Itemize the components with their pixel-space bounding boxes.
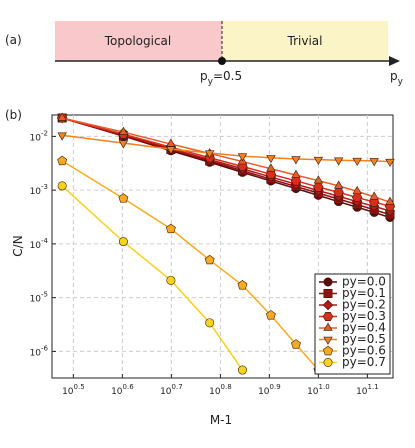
transition-label: py=0.5 xyxy=(200,69,242,87)
data-point xyxy=(313,182,324,192)
legend-marker xyxy=(323,277,333,287)
axis-label: py xyxy=(390,69,404,87)
data-point xyxy=(118,237,128,247)
x-axis-label: M-1 xyxy=(210,413,232,427)
data-point xyxy=(57,132,67,141)
data-point xyxy=(118,126,129,135)
data-point xyxy=(352,157,362,167)
panel-label: (a) xyxy=(5,33,22,47)
transition-point xyxy=(218,57,226,65)
data-point xyxy=(266,155,276,164)
legend-marker xyxy=(323,357,333,367)
x-tick-label: 100.9 xyxy=(258,383,281,397)
arrow-head xyxy=(389,56,400,66)
region-label: Trivial xyxy=(287,34,323,48)
data-point xyxy=(333,157,344,166)
data-point xyxy=(237,153,248,162)
y-tick-label: 10-3 xyxy=(30,183,48,197)
data-point xyxy=(118,193,129,203)
data-point xyxy=(57,112,67,121)
data-point xyxy=(385,196,395,205)
data-point xyxy=(369,191,379,200)
legend-label: py=0.1 xyxy=(342,286,386,300)
data-point xyxy=(352,185,362,195)
panel-label: (b) xyxy=(5,108,22,122)
data-point xyxy=(369,158,379,167)
legend-marker xyxy=(322,312,334,321)
legend-label: py=0.6 xyxy=(342,344,386,358)
y-tick-label: 10-2 xyxy=(30,129,48,143)
data-point xyxy=(57,155,68,166)
x-tick-label: 100.5 xyxy=(62,383,85,397)
legend-marker xyxy=(323,345,333,356)
y-tick-label: 10-4 xyxy=(30,237,49,251)
data-point xyxy=(205,318,215,328)
data-point xyxy=(313,156,324,166)
x-tick-label: 100.6 xyxy=(111,383,134,397)
legend-label: py=0.5 xyxy=(342,332,386,346)
legend-label: py=0.2 xyxy=(342,298,386,312)
legend-label: py=0.3 xyxy=(342,309,386,323)
topological-region xyxy=(55,21,222,61)
data-point xyxy=(166,146,176,155)
x-tick-label: 101.1 xyxy=(356,383,379,397)
legend-marker xyxy=(323,288,333,298)
data-point xyxy=(333,187,344,197)
legend-label: py=0.4 xyxy=(342,321,386,335)
x-tick-label: 101.0 xyxy=(307,383,330,397)
x-tick-label: 100.8 xyxy=(209,383,232,397)
region-label: Topological xyxy=(104,34,172,48)
data-point xyxy=(166,275,176,285)
y-tick-label: 10-5 xyxy=(30,291,48,305)
data-point xyxy=(290,176,302,186)
legend-marker xyxy=(322,299,334,311)
data-point xyxy=(313,175,324,184)
data-point xyxy=(266,163,276,172)
y-axis-label: C/N xyxy=(11,235,25,256)
data-point xyxy=(385,158,395,168)
legend-marker xyxy=(323,322,333,331)
data-point xyxy=(118,140,129,149)
data-point xyxy=(165,223,176,234)
trivial-region xyxy=(222,21,388,61)
legend-marker xyxy=(323,336,333,345)
legend-label: py=0.0 xyxy=(342,275,386,289)
data-point xyxy=(204,254,215,265)
series-line xyxy=(61,160,319,371)
data-point xyxy=(291,339,301,349)
data-point xyxy=(204,150,215,159)
data-point xyxy=(291,169,301,178)
data-point xyxy=(237,280,248,290)
data-point xyxy=(265,310,276,320)
data-point xyxy=(333,180,344,189)
data-point xyxy=(57,181,67,191)
data-point xyxy=(352,193,363,202)
y-tick-label: 10-6 xyxy=(30,344,49,358)
data-point xyxy=(237,365,247,375)
x-tick-label: 100.7 xyxy=(160,383,183,397)
legend-label: py=0.7 xyxy=(342,355,386,369)
data-point xyxy=(291,156,301,165)
